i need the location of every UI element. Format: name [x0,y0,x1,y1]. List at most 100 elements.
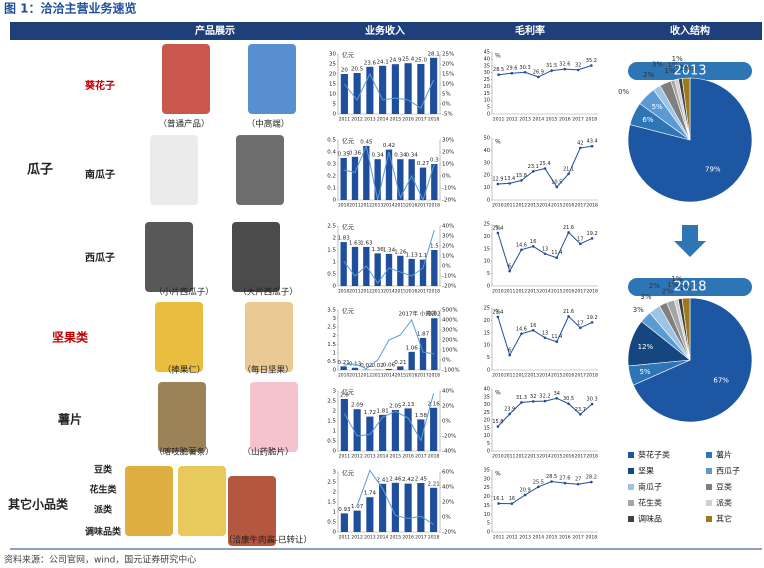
bar [408,351,415,370]
point [543,252,547,256]
data-label: 2.21 [428,481,440,487]
y-tick-label: 50 [484,136,490,142]
data-label: 2.6 [340,393,349,399]
y-tick-label: 0 [333,368,337,374]
data-label: 1.07 [351,504,364,510]
x-tick-label: 2018 [586,373,598,379]
y2-tick-label: 100% [442,348,458,354]
point [508,353,511,357]
x-tick-label: 2012 [361,203,373,209]
pie-label: 3% [652,61,663,69]
point [567,315,570,318]
point [579,242,582,246]
row-label: 薯片 [57,412,82,427]
y-tick-label: 20 [329,72,336,78]
bar [391,64,399,114]
point [567,172,570,176]
margin-line [498,65,592,78]
y-tick-label: 40 [484,56,490,62]
point [523,493,527,497]
point [537,485,540,489]
data-label: 20.5 [351,67,364,73]
point [543,399,547,403]
margin-line [498,480,592,505]
data-label: 24.1 [377,59,389,65]
y-tick-label: 10 [484,512,490,518]
product-caption: （每日坚果） [242,365,293,376]
unit: % [495,53,501,60]
bar [340,513,348,532]
product-caption: （大片西瓜子） [238,287,298,298]
point [520,401,523,404]
y-tick-label: 2 [333,236,337,242]
pie-label: 2% [680,64,691,72]
data-label: 19.2 [587,231,598,237]
y-tick-label: 1.5 [327,419,336,425]
point [496,425,500,428]
y-tick-label: 0 [487,198,490,204]
y-tick-label: 20 [484,494,490,500]
pie-label: 5% [639,368,650,376]
bar [417,64,425,114]
legend-label: 西瓜子 [716,467,740,476]
product-caption: （中高端） [247,119,290,130]
legend-swatch [706,484,712,490]
figure-title: 图 1：洽洽主营业务速览 [4,1,137,16]
point [531,400,535,403]
x-tick-label: 2018 [429,373,441,379]
y-tick-label: 0 [487,112,490,118]
legend-swatch [706,500,712,506]
bar [340,74,348,114]
x-tick-label: 2018 [429,289,441,295]
point [567,231,570,234]
y2-tick-label: -5% [442,112,453,118]
data-label: 2.46 [389,476,402,482]
x-tick-label: 2010 [338,203,350,209]
pie-label: 1% [672,55,683,63]
point [555,256,559,260]
x-tick-label: 2012 [351,454,363,460]
y2-tick-label: 15% [442,72,454,78]
point [508,269,511,273]
point [497,502,500,505]
pie-title-box [628,278,752,296]
x-tick-label: 2011 [339,117,351,123]
pie-label: 67% [713,376,729,384]
point [510,71,514,75]
data-label: 0.42 [383,143,395,149]
y2-tick-label: -20% [442,434,456,440]
row-label: 豆类 [94,464,113,476]
x-tick-label: 2017 [572,117,584,123]
x-tick-label: 2015 [551,373,563,379]
y-tick-label: 5 [487,441,490,447]
data-label: 0.02 [360,363,372,369]
x-tick-label: 2014 [539,373,551,379]
x-tick-label: 2011 [339,454,351,460]
data-label: 2.05 [389,404,402,410]
x-tick-label: 2018 [586,203,598,209]
x-tick-label: 2014 [533,117,545,123]
point [590,402,594,406]
data-label: 2.13 [402,402,415,408]
bar [419,259,427,286]
y2-tick-label: 20% [442,244,454,250]
bar [385,149,393,200]
data-label: 13 [542,246,548,252]
arrow [674,225,706,257]
data-label: 16.1 [493,496,504,502]
y-tick-label: 10 [484,259,490,265]
legend-label: 调味品 [638,514,662,524]
data-label: 34 [554,391,560,397]
x-tick-label: 2010 [492,289,504,295]
data-label: 25.4 [402,57,415,63]
y-tick-label: 3 [333,470,337,476]
data-label: 0.35 [338,152,351,158]
y2-tick-label: 20% [442,150,454,156]
point [520,248,523,252]
data-label: 1.58 [415,413,428,419]
y2-tick-label: 400% [442,318,458,324]
legend-label: 花生类 [638,498,662,508]
unit: 亿元 [342,389,354,397]
data-label: 32.2 [539,394,550,400]
x-tick-label: 2010 [338,373,350,379]
